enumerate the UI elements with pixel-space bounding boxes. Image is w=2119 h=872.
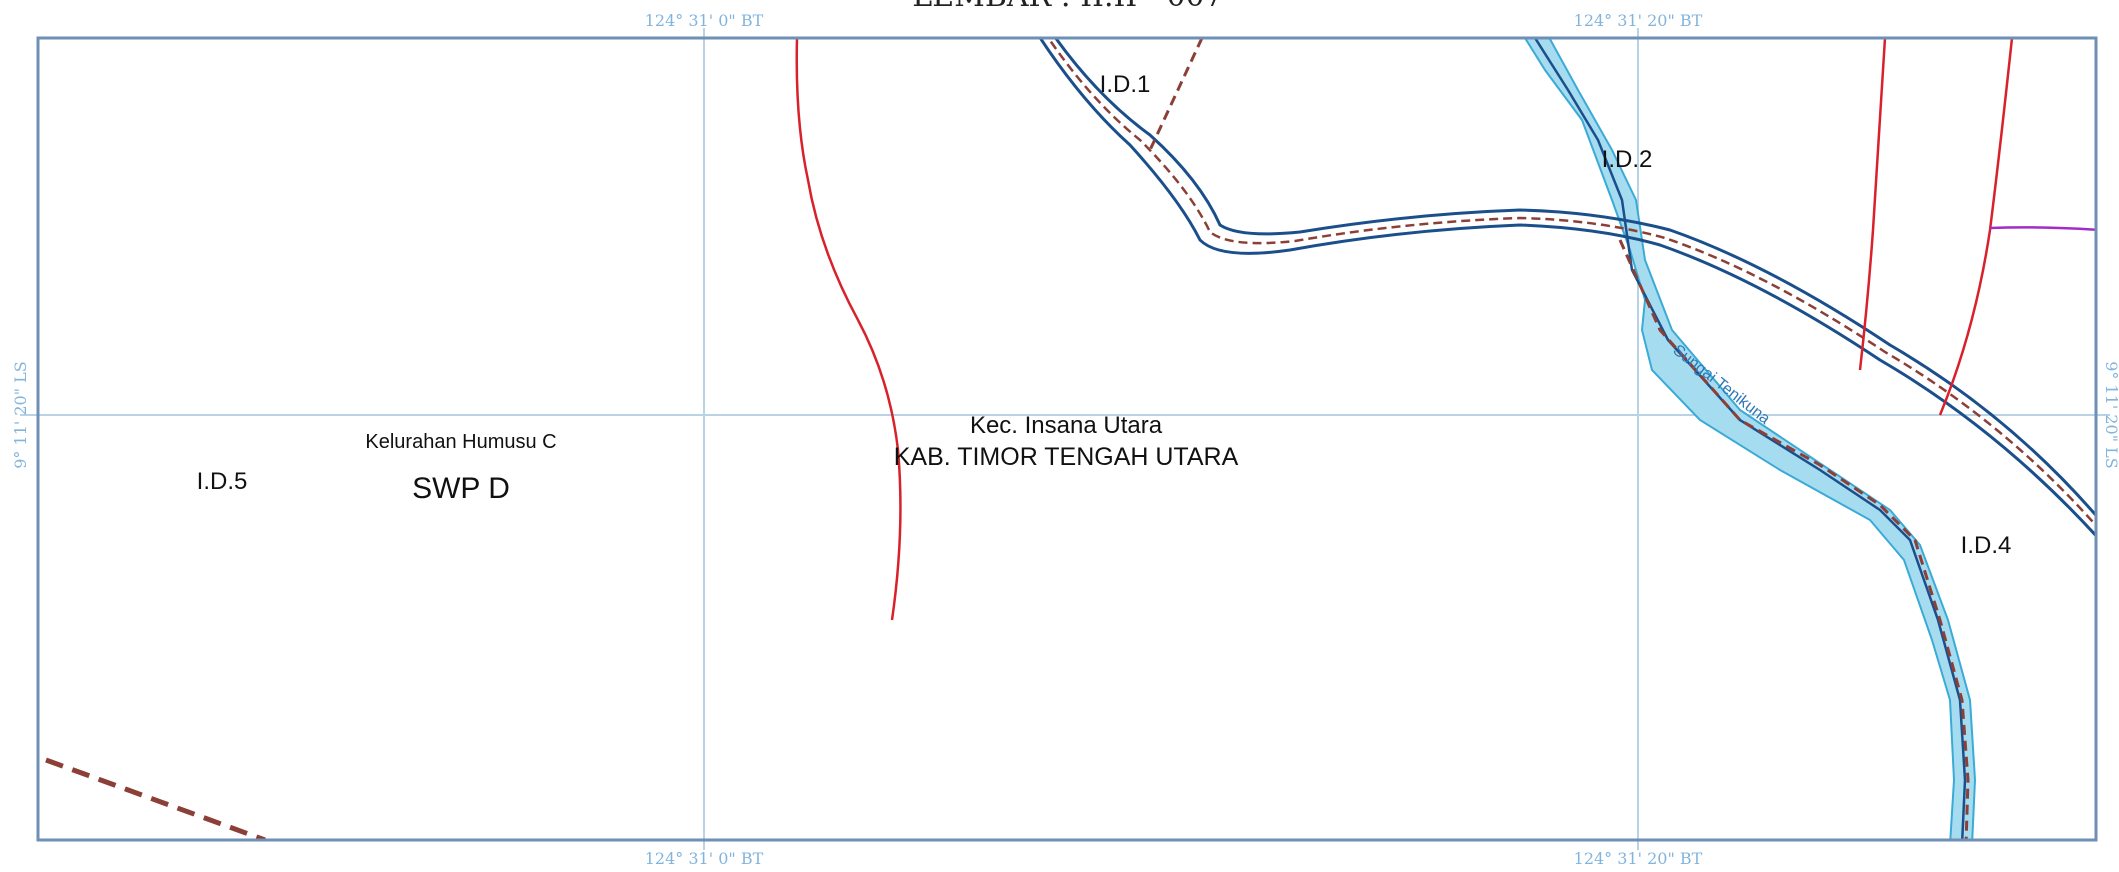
boundary-road (1046, 38, 2096, 528)
map-frame (36, 36, 2098, 842)
label-swp: SWP D (412, 472, 510, 505)
boundary-branch (1148, 38, 1204, 151)
grid-label-top-left: 124° 31' 0" BT (645, 11, 764, 30)
label-kecamatan: Kec. Insana Utara (970, 412, 1163, 439)
stream-purple (1989, 226, 2096, 232)
label-id2: I.D.2 (1602, 146, 1653, 173)
road-main (1038, 38, 2096, 538)
label-kelurahan: Kelurahan Humusu C (365, 431, 556, 453)
label-kabupaten: KAB. TIMOR TENGAH UTARA (894, 443, 1239, 471)
river-tenikuna (1523, 38, 1977, 840)
label-id4: I.D.4 (1961, 532, 2012, 559)
river-centerline (1533, 38, 1967, 840)
streams (795, 38, 2014, 621)
grid-label-top-right: 124° 31' 20" BT (1574, 11, 1703, 30)
grid-label-right: 9° 11' 20" LS (2102, 361, 2119, 469)
stream-west (795, 38, 902, 621)
grid-label-bottom-left: 124° 31' 0" BT (645, 849, 764, 868)
stream-east-2 (1938, 38, 2014, 416)
stream-east-1 (1858, 38, 1887, 371)
boundary-southwest (45, 757, 266, 840)
boundary-river (1618, 239, 1970, 840)
label-id5: I.D.5 (197, 468, 248, 495)
graticule (20, 28, 2110, 850)
grid-labels: 124° 31' 0" BT 124° 31' 20" BT 124° 31' … (11, 11, 2119, 868)
grid-label-left: 9° 11' 20" LS (11, 361, 30, 469)
grid-label-bottom-right: 124° 31' 20" BT (1574, 849, 1703, 868)
label-id1: I.D.1 (1100, 71, 1151, 98)
sheet-title: LEMBAR : II.II - 007 (912, 0, 1223, 14)
place-labels: I.D.1 I.D.2 I.D.4 I.D.5 Kelurahan Humusu… (197, 71, 2012, 559)
